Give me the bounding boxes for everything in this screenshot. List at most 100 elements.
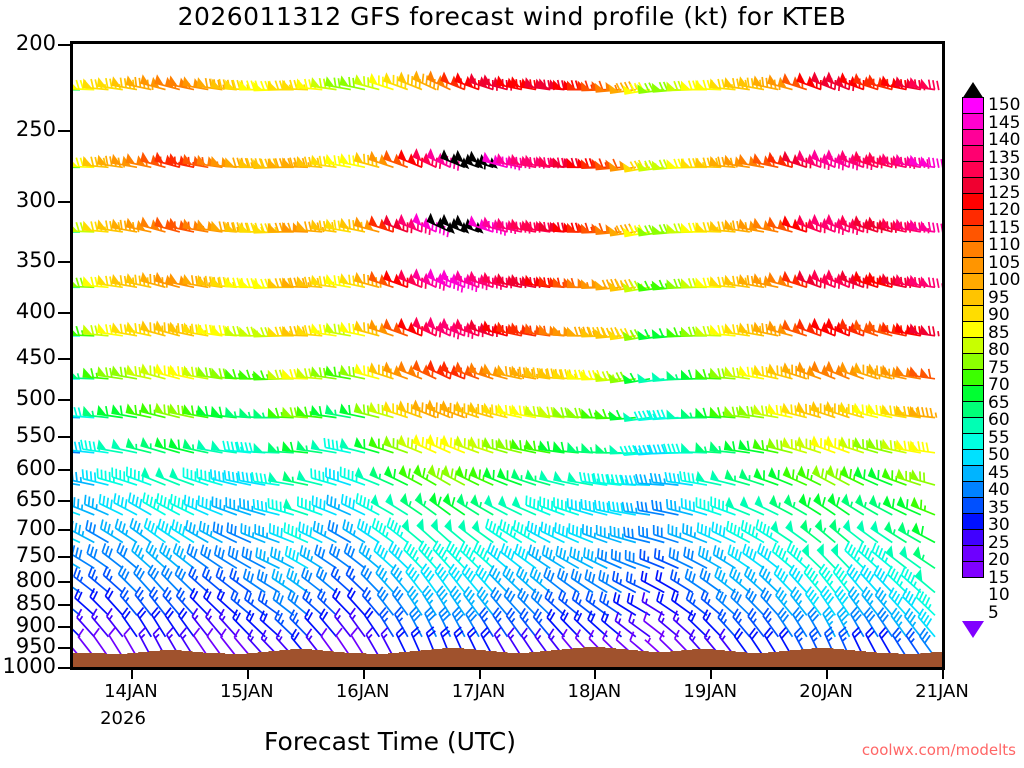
wind-barb bbox=[353, 74, 380, 91]
colorbar-band bbox=[962, 352, 984, 370]
wind-barb bbox=[444, 518, 466, 544]
wind-barb bbox=[378, 606, 395, 638]
wind-barb bbox=[723, 77, 750, 91]
wind-barb bbox=[237, 471, 266, 486]
wind-barb bbox=[339, 364, 366, 380]
wind-barb bbox=[581, 158, 608, 170]
y-tick-label: 750 bbox=[15, 542, 56, 567]
wind-barb bbox=[891, 627, 908, 658]
wind-barb bbox=[136, 606, 153, 638]
y-tick-mark bbox=[58, 604, 70, 607]
wind-barb bbox=[73, 373, 95, 380]
wind-barb bbox=[434, 563, 452, 594]
wind-barb bbox=[390, 564, 409, 594]
wind-barb bbox=[269, 546, 295, 570]
wind-barb bbox=[880, 404, 907, 419]
wind-barb bbox=[829, 518, 851, 544]
wind-barb bbox=[559, 609, 580, 638]
y-tick-mark bbox=[58, 555, 70, 558]
wind-barb bbox=[154, 402, 181, 419]
wind-barb bbox=[232, 609, 252, 638]
wind-barb bbox=[569, 546, 594, 570]
wind-barb bbox=[178, 607, 195, 638]
wind-barb bbox=[554, 522, 580, 544]
wind-barb bbox=[134, 586, 152, 616]
wind-barb bbox=[73, 483, 81, 486]
wind-barb bbox=[154, 437, 181, 454]
wind-barb bbox=[909, 366, 936, 380]
colorbar-tick-label: 120 bbox=[988, 200, 1021, 220]
wind-barb bbox=[87, 566, 110, 594]
wind-barb bbox=[73, 497, 95, 516]
wind-barb bbox=[881, 467, 907, 486]
wind-barb bbox=[131, 541, 152, 569]
wind-barb bbox=[198, 520, 223, 544]
wind-barb bbox=[469, 466, 494, 486]
wind-barb bbox=[818, 563, 836, 594]
colorbar-tick-label: 100 bbox=[988, 270, 1021, 290]
wind-barb bbox=[155, 493, 181, 516]
wind-barb bbox=[723, 366, 750, 380]
wind-barb bbox=[785, 520, 808, 544]
colorbar-band bbox=[962, 336, 984, 354]
wind-barb bbox=[331, 587, 352, 616]
wind-barb bbox=[839, 149, 873, 171]
wind-barb bbox=[271, 568, 295, 594]
wind-barb bbox=[830, 543, 851, 569]
y-tick-mark bbox=[58, 469, 70, 472]
wind-barb bbox=[432, 540, 452, 569]
wind-barb bbox=[810, 71, 841, 92]
wind-barb bbox=[796, 149, 830, 171]
wind-barb bbox=[82, 367, 109, 380]
wind-barb bbox=[738, 76, 765, 91]
wind-barb bbox=[884, 521, 907, 544]
y-tick-label: 200 bbox=[15, 31, 56, 55]
wind-barb bbox=[538, 440, 565, 454]
wind-barb bbox=[912, 546, 936, 570]
wind-barb bbox=[296, 440, 323, 454]
wind-barb bbox=[104, 587, 124, 616]
x-tick-mark bbox=[942, 670, 944, 679]
wind-barb bbox=[492, 607, 509, 638]
wind-barb bbox=[254, 524, 280, 544]
wind-barb bbox=[125, 437, 152, 454]
wind-barb bbox=[96, 405, 123, 419]
colorbar-tick-label: 55 bbox=[988, 427, 1010, 448]
colorbar-tick-label: 115 bbox=[988, 217, 1021, 238]
colorbar-tick-label: 40 bbox=[988, 480, 1010, 500]
wind-barb bbox=[339, 466, 366, 486]
wind-barb bbox=[96, 439, 123, 454]
wind-barb bbox=[838, 401, 865, 419]
wind-barb bbox=[740, 520, 765, 544]
colorbar-tick-label: 135 bbox=[988, 147, 1021, 168]
wind-barb bbox=[174, 565, 195, 594]
y-tick-mark bbox=[58, 130, 70, 133]
wind-barb bbox=[470, 494, 494, 516]
wind-barb bbox=[695, 470, 722, 486]
wind-barb bbox=[73, 628, 81, 638]
wind-barb bbox=[555, 545, 580, 570]
y-tick-label: 250 bbox=[15, 117, 56, 142]
wind-barb bbox=[905, 627, 922, 658]
wind-barb bbox=[471, 520, 494, 544]
wind-barb bbox=[609, 409, 636, 421]
wind-barb bbox=[369, 466, 394, 486]
wind-barb bbox=[595, 443, 622, 454]
wind-barb bbox=[117, 565, 138, 594]
y-tick-mark bbox=[58, 435, 70, 438]
wind-barb bbox=[739, 468, 765, 486]
wind-barb bbox=[769, 494, 793, 516]
wind-barb bbox=[801, 543, 822, 569]
wind-barb bbox=[397, 434, 423, 454]
wind-barb bbox=[259, 610, 281, 638]
wind-barb bbox=[383, 435, 409, 454]
wind-barb bbox=[738, 405, 765, 419]
colorbar-band bbox=[962, 304, 984, 322]
wind-barb bbox=[868, 494, 893, 516]
colorbar-band bbox=[962, 208, 984, 226]
wind-barb bbox=[196, 366, 223, 380]
colorbar-under-arrow bbox=[962, 621, 984, 638]
colorbar-band bbox=[962, 160, 984, 178]
y-tick-label: 1000 bbox=[2, 654, 56, 678]
wind-barb bbox=[255, 547, 280, 570]
